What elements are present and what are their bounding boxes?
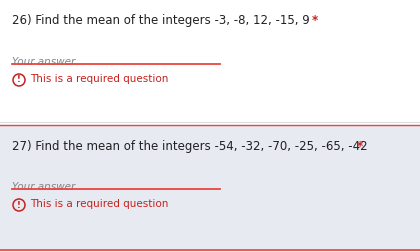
Bar: [0, 125, 420, 252]
Text: *: *: [357, 140, 363, 153]
Text: !: !: [17, 201, 21, 209]
Text: 27) Find the mean of the integers -54, -32, -70, -25, -65, -42: 27) Find the mean of the integers -54, -…: [12, 140, 371, 153]
Text: Your answer: Your answer: [12, 182, 75, 192]
Text: Your answer: Your answer: [12, 57, 75, 67]
Text: 26) Find the mean of the integers -3, -8, 12, -15, 9: 26) Find the mean of the integers -3, -8…: [12, 14, 313, 27]
Text: This is a required question: This is a required question: [30, 199, 168, 209]
Text: *: *: [312, 14, 318, 27]
Text: This is a required question: This is a required question: [30, 74, 168, 84]
Text: !: !: [17, 76, 21, 84]
